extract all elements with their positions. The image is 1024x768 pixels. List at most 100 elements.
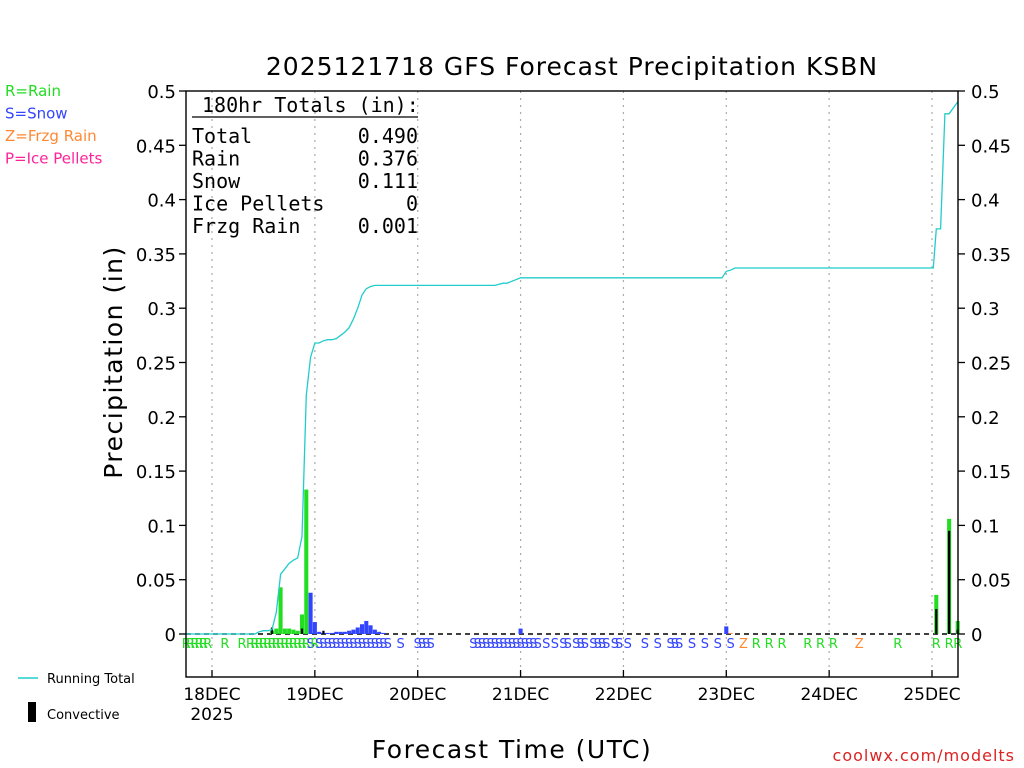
totals-value-0: 0.490 xyxy=(358,124,418,148)
type-legend-2: Z=Frzg Rain xyxy=(5,127,97,145)
x-tick-label-2: 20DEC xyxy=(389,685,446,705)
ptype-code-30: S xyxy=(341,637,349,652)
bottom-legend: Running Total Convective xyxy=(18,672,135,723)
ptype-code-34: S xyxy=(358,637,366,652)
y-tick-label-right-0: 0 xyxy=(971,625,982,646)
x-tick-label-7: 25DEC xyxy=(903,685,960,705)
y-tick-label-right-2: 0.1 xyxy=(971,516,1000,537)
ptype-code-2: R xyxy=(190,637,199,652)
ptype-code-88: R xyxy=(777,637,786,652)
x-tick-label-6: 24DEC xyxy=(800,685,857,705)
snow-bar-19 xyxy=(724,626,729,634)
snow-bar-4 xyxy=(325,632,330,634)
rain-bar-4 xyxy=(287,628,292,634)
ptype-code-53: S xyxy=(499,637,507,652)
totals-label-4: Frzg Rain xyxy=(192,214,300,238)
ptype-code-5: R xyxy=(203,637,212,652)
ptype-code-80: S xyxy=(675,637,683,652)
y-tick-label-left-7: 0.35 xyxy=(136,245,176,266)
ptype-code-17: R xyxy=(285,637,294,652)
snow-bar-2 xyxy=(317,631,322,634)
y-tick-label-right-3: 0.15 xyxy=(971,462,1011,483)
ptype-code-94: R xyxy=(932,637,941,652)
totals-label-3: Ice Pellets xyxy=(192,192,324,216)
y-tick-label-left-5: 0.25 xyxy=(136,354,176,375)
ptype-code-95: R xyxy=(945,637,954,652)
snow-bar-17 xyxy=(381,632,386,634)
convective-bar-1 xyxy=(300,628,304,634)
rain-bar-7 xyxy=(299,614,305,634)
snow-bar-8 xyxy=(342,631,347,634)
ptype-code-18: R xyxy=(289,637,298,652)
ptype-code-59: S xyxy=(525,637,533,652)
y-axis-label: Precipitation (in) xyxy=(99,245,128,479)
ptype-code-86: R xyxy=(752,637,761,652)
rain-bar-5 xyxy=(291,629,296,634)
ptype-code-75: S xyxy=(624,637,632,652)
ptype-code-44: S xyxy=(422,637,430,652)
rain-bar-1 xyxy=(274,628,279,634)
ptype-code-48: S xyxy=(478,637,486,652)
ptype-code-15: R xyxy=(276,637,285,652)
ptype-code-40: S xyxy=(384,637,392,652)
ptype-code-22: S xyxy=(306,637,314,652)
ptype-code-71: S xyxy=(598,637,606,652)
ptype-code-27: S xyxy=(328,637,336,652)
plot-frame xyxy=(185,90,959,678)
ptype-code-41: S xyxy=(396,637,404,652)
ptype-code-65: S xyxy=(564,637,572,652)
ptype-code-77: S xyxy=(654,637,662,652)
ptype-code-87: R xyxy=(765,637,774,652)
snow-bar-15 xyxy=(372,629,377,634)
ptype-code-74: S xyxy=(615,637,623,652)
ptype-code-10: R xyxy=(255,637,264,652)
ptype-code-56: S xyxy=(512,637,520,652)
rain-bar-6 xyxy=(295,630,300,634)
snow-bar-1 xyxy=(312,622,317,634)
ptype-code-9: R xyxy=(250,637,259,652)
ptype-code-78: S xyxy=(666,637,674,652)
snow-bar-9 xyxy=(347,630,352,634)
snow-bar-0 xyxy=(308,592,313,634)
y-tick-label-right-8: 0.4 xyxy=(971,191,1000,212)
ptype-code-84: S xyxy=(726,637,734,652)
ptype-code-49: S xyxy=(482,637,490,652)
ptype-code-25: S xyxy=(319,637,327,652)
ptype-code-20: R xyxy=(297,637,306,652)
ptype-code-64: S xyxy=(559,637,567,652)
ptype-code-79: S xyxy=(671,637,679,652)
x-tick-label-3: 21DEC xyxy=(492,685,549,705)
totals-box: 180hr Totals (in): Total 0.490 Rain 0.376 Sn… xyxy=(192,93,419,238)
totals-label-0: Total xyxy=(192,124,252,148)
y-tick-label-right-4: 0.2 xyxy=(971,408,1000,429)
ptype-code-57: S xyxy=(516,637,524,652)
ptype-code-23: R xyxy=(310,637,319,652)
totals-value-1: 0.376 xyxy=(358,147,418,171)
totals-header: 180hr Totals (in): xyxy=(202,93,419,117)
y-tick-label-left-9: 0.45 xyxy=(136,136,176,157)
type-legend-0: R=Rain xyxy=(5,82,61,100)
ptype-code-3: R xyxy=(195,637,204,652)
snow-bar-6 xyxy=(334,631,339,634)
ptype-code-21: R xyxy=(302,637,311,652)
ptype-code-38: S xyxy=(375,637,383,652)
ptype-code-73: S xyxy=(611,637,619,652)
ptype-code-70: S xyxy=(594,637,602,652)
snow-bar-14 xyxy=(368,625,373,634)
snow-bar-10 xyxy=(351,629,356,634)
totals-value-4: 0.001 xyxy=(358,214,418,238)
ptype-code-69: S xyxy=(589,637,597,652)
y-tick-label-right-10: 0.5 xyxy=(971,82,1000,103)
y-tick-label-right-9: 0.45 xyxy=(971,136,1011,157)
ptype-code-36: S xyxy=(366,637,374,652)
ptype-code-63: S xyxy=(551,637,559,652)
ptype-code-67: S xyxy=(576,637,584,652)
x-tick-label-0: 18DEC xyxy=(183,685,240,705)
y-tick-label-left-4: 0.2 xyxy=(147,408,176,429)
convective-bar-3 xyxy=(935,609,938,634)
ptype-code-35: S xyxy=(362,637,370,652)
ptype-code-51: S xyxy=(491,637,499,652)
